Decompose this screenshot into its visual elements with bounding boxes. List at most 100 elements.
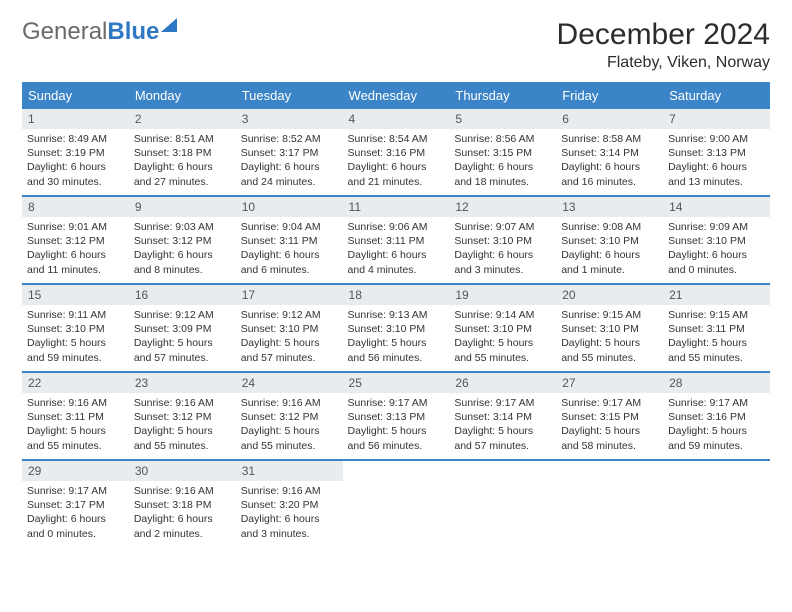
day-number: 20 bbox=[556, 285, 663, 305]
daylight-line: Daylight: 5 hours and 55 minutes. bbox=[27, 424, 124, 452]
day-number: 6 bbox=[556, 109, 663, 129]
calendar-table: SundayMondayTuesdayWednesdayThursdayFrid… bbox=[22, 82, 770, 548]
sunrise-line: Sunrise: 9:12 AM bbox=[134, 308, 231, 322]
week-row: 1Sunrise: 8:49 AMSunset: 3:19 PMDaylight… bbox=[22, 108, 770, 196]
daylight-line: Daylight: 5 hours and 57 minutes. bbox=[454, 424, 551, 452]
sunrise-line: Sunrise: 9:16 AM bbox=[27, 396, 124, 410]
sunset-line: Sunset: 3:12 PM bbox=[134, 410, 231, 424]
day-number: 2 bbox=[129, 109, 236, 129]
sunset-line: Sunset: 3:17 PM bbox=[241, 146, 338, 160]
sunset-line: Sunset: 3:11 PM bbox=[27, 410, 124, 424]
daylight-line: Daylight: 5 hours and 56 minutes. bbox=[348, 424, 445, 452]
daylight-line: Daylight: 6 hours and 4 minutes. bbox=[348, 248, 445, 276]
day-body: Sunrise: 9:14 AMSunset: 3:10 PMDaylight:… bbox=[449, 305, 556, 369]
day-body: Sunrise: 9:15 AMSunset: 3:10 PMDaylight:… bbox=[556, 305, 663, 369]
sunrise-line: Sunrise: 8:58 AM bbox=[561, 132, 658, 146]
week-row: 8Sunrise: 9:01 AMSunset: 3:12 PMDaylight… bbox=[22, 196, 770, 284]
daylight-line: Daylight: 6 hours and 30 minutes. bbox=[27, 160, 124, 188]
location-subtitle: Flateby, Viken, Norway bbox=[557, 54, 770, 72]
day-cell: 11Sunrise: 9:06 AMSunset: 3:11 PMDayligh… bbox=[343, 196, 450, 284]
day-body: Sunrise: 9:16 AMSunset: 3:18 PMDaylight:… bbox=[129, 481, 236, 545]
daylight-line: Daylight: 5 hours and 55 minutes. bbox=[134, 424, 231, 452]
weekday-header: Monday bbox=[129, 83, 236, 108]
sunrise-line: Sunrise: 8:56 AM bbox=[454, 132, 551, 146]
sunrise-line: Sunrise: 9:04 AM bbox=[241, 220, 338, 234]
daylight-line: Daylight: 6 hours and 27 minutes. bbox=[134, 160, 231, 188]
sunset-line: Sunset: 3:12 PM bbox=[134, 234, 231, 248]
day-body: Sunrise: 9:15 AMSunset: 3:11 PMDaylight:… bbox=[663, 305, 770, 369]
sunrise-line: Sunrise: 9:13 AM bbox=[348, 308, 445, 322]
sail-icon bbox=[161, 18, 177, 32]
day-body: Sunrise: 8:49 AMSunset: 3:19 PMDaylight:… bbox=[22, 129, 129, 193]
sunrise-line: Sunrise: 8:52 AM bbox=[241, 132, 338, 146]
weekday-header: Sunday bbox=[22, 83, 129, 108]
daylight-line: Daylight: 6 hours and 3 minutes. bbox=[454, 248, 551, 276]
sunset-line: Sunset: 3:16 PM bbox=[348, 146, 445, 160]
day-cell: 5Sunrise: 8:56 AMSunset: 3:15 PMDaylight… bbox=[449, 108, 556, 196]
sunrise-line: Sunrise: 9:06 AM bbox=[348, 220, 445, 234]
day-cell: 24Sunrise: 9:16 AMSunset: 3:12 PMDayligh… bbox=[236, 372, 343, 460]
sunset-line: Sunset: 3:15 PM bbox=[561, 410, 658, 424]
sunrise-line: Sunrise: 9:01 AM bbox=[27, 220, 124, 234]
daylight-line: Daylight: 5 hours and 57 minutes. bbox=[134, 336, 231, 364]
day-cell: 1Sunrise: 8:49 AMSunset: 3:19 PMDaylight… bbox=[22, 108, 129, 196]
day-cell: 25Sunrise: 9:17 AMSunset: 3:13 PMDayligh… bbox=[343, 372, 450, 460]
daylight-line: Daylight: 5 hours and 55 minutes. bbox=[241, 424, 338, 452]
day-body: Sunrise: 9:12 AMSunset: 3:10 PMDaylight:… bbox=[236, 305, 343, 369]
day-number: 10 bbox=[236, 197, 343, 217]
day-body: Sunrise: 9:12 AMSunset: 3:09 PMDaylight:… bbox=[129, 305, 236, 369]
day-cell: 7Sunrise: 9:00 AMSunset: 3:13 PMDaylight… bbox=[663, 108, 770, 196]
day-body: Sunrise: 9:09 AMSunset: 3:10 PMDaylight:… bbox=[663, 217, 770, 281]
day-body: Sunrise: 9:13 AMSunset: 3:10 PMDaylight:… bbox=[343, 305, 450, 369]
sunset-line: Sunset: 3:10 PM bbox=[454, 234, 551, 248]
day-cell: 27Sunrise: 9:17 AMSunset: 3:15 PMDayligh… bbox=[556, 372, 663, 460]
day-cell: 6Sunrise: 8:58 AMSunset: 3:14 PMDaylight… bbox=[556, 108, 663, 196]
logo-text-part2: Blue bbox=[107, 18, 159, 46]
day-cell: 16Sunrise: 9:12 AMSunset: 3:09 PMDayligh… bbox=[129, 284, 236, 372]
empty-cell bbox=[663, 460, 770, 548]
sunrise-line: Sunrise: 9:16 AM bbox=[134, 396, 231, 410]
sunset-line: Sunset: 3:14 PM bbox=[561, 146, 658, 160]
day-body: Sunrise: 9:17 AMSunset: 3:16 PMDaylight:… bbox=[663, 393, 770, 457]
day-number: 27 bbox=[556, 373, 663, 393]
daylight-line: Daylight: 6 hours and 13 minutes. bbox=[668, 160, 765, 188]
sunset-line: Sunset: 3:14 PM bbox=[454, 410, 551, 424]
sunset-line: Sunset: 3:13 PM bbox=[348, 410, 445, 424]
sunset-line: Sunset: 3:15 PM bbox=[454, 146, 551, 160]
sunrise-line: Sunrise: 8:49 AM bbox=[27, 132, 124, 146]
sunset-line: Sunset: 3:10 PM bbox=[561, 234, 658, 248]
sunset-line: Sunset: 3:10 PM bbox=[668, 234, 765, 248]
sunset-line: Sunset: 3:17 PM bbox=[27, 498, 124, 512]
sunset-line: Sunset: 3:12 PM bbox=[241, 410, 338, 424]
daylight-line: Daylight: 6 hours and 21 minutes. bbox=[348, 160, 445, 188]
day-number: 3 bbox=[236, 109, 343, 129]
calendar-body: 1Sunrise: 8:49 AMSunset: 3:19 PMDaylight… bbox=[22, 108, 770, 548]
day-cell: 17Sunrise: 9:12 AMSunset: 3:10 PMDayligh… bbox=[236, 284, 343, 372]
sunrise-line: Sunrise: 8:54 AM bbox=[348, 132, 445, 146]
day-body: Sunrise: 9:04 AMSunset: 3:11 PMDaylight:… bbox=[236, 217, 343, 281]
weekday-header: Friday bbox=[556, 83, 663, 108]
day-body: Sunrise: 8:51 AMSunset: 3:18 PMDaylight:… bbox=[129, 129, 236, 193]
day-body: Sunrise: 9:11 AMSunset: 3:10 PMDaylight:… bbox=[22, 305, 129, 369]
daylight-line: Daylight: 5 hours and 59 minutes. bbox=[668, 424, 765, 452]
day-cell: 2Sunrise: 8:51 AMSunset: 3:18 PMDaylight… bbox=[129, 108, 236, 196]
day-number: 14 bbox=[663, 197, 770, 217]
sunset-line: Sunset: 3:10 PM bbox=[241, 322, 338, 336]
day-body: Sunrise: 9:01 AMSunset: 3:12 PMDaylight:… bbox=[22, 217, 129, 281]
sunset-line: Sunset: 3:19 PM bbox=[27, 146, 124, 160]
day-number: 1 bbox=[22, 109, 129, 129]
calendar-page: GeneralBlue December 2024 Flateby, Viken… bbox=[0, 0, 792, 558]
day-cell: 4Sunrise: 8:54 AMSunset: 3:16 PMDaylight… bbox=[343, 108, 450, 196]
day-number: 9 bbox=[129, 197, 236, 217]
day-cell: 28Sunrise: 9:17 AMSunset: 3:16 PMDayligh… bbox=[663, 372, 770, 460]
sunset-line: Sunset: 3:16 PM bbox=[668, 410, 765, 424]
sunset-line: Sunset: 3:11 PM bbox=[348, 234, 445, 248]
logo-text-part1: General bbox=[22, 18, 107, 46]
daylight-line: Daylight: 5 hours and 57 minutes. bbox=[241, 336, 338, 364]
sunrise-line: Sunrise: 9:11 AM bbox=[27, 308, 124, 322]
daylight-line: Daylight: 6 hours and 2 minutes. bbox=[134, 512, 231, 540]
daylight-line: Daylight: 6 hours and 8 minutes. bbox=[134, 248, 231, 276]
day-number: 26 bbox=[449, 373, 556, 393]
daylight-line: Daylight: 5 hours and 59 minutes. bbox=[27, 336, 124, 364]
daylight-line: Daylight: 5 hours and 55 minutes. bbox=[454, 336, 551, 364]
